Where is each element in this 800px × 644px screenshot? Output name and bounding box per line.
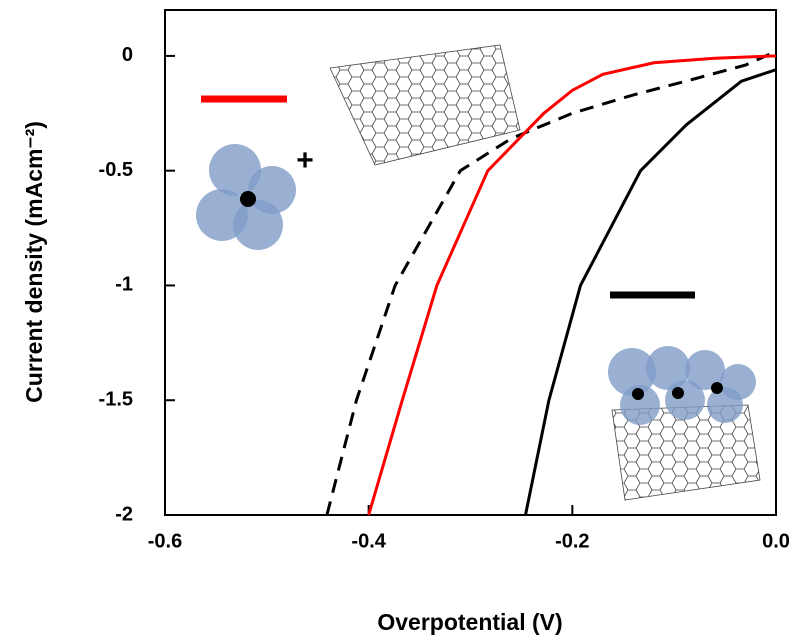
plus-sign: + xyxy=(296,144,314,177)
x-tick-label: -0.2 xyxy=(555,530,589,552)
inset-cluster-left xyxy=(196,144,296,250)
curve xyxy=(325,49,777,516)
y-tick-label: -1.5 xyxy=(99,389,133,411)
curve xyxy=(524,68,777,516)
y-tick-label: -2 xyxy=(115,503,133,525)
y-tick-label: -1 xyxy=(115,274,133,296)
y-axis-title: Current density (mAcm⁻²) xyxy=(21,121,47,403)
inset-graphene-top xyxy=(329,44,521,166)
x-axis-title: Overpotential (V) xyxy=(377,609,562,635)
curve xyxy=(367,54,777,516)
x-tick-label: -0.4 xyxy=(351,530,386,552)
plot-frame xyxy=(164,9,777,516)
x-tick-label: 0.0 xyxy=(762,530,790,552)
x-tick-label: -0.6 xyxy=(148,530,182,552)
inset-composite xyxy=(608,346,761,501)
y-tick-label: -0.5 xyxy=(99,159,133,181)
y-tick-label: 0 xyxy=(122,44,133,66)
